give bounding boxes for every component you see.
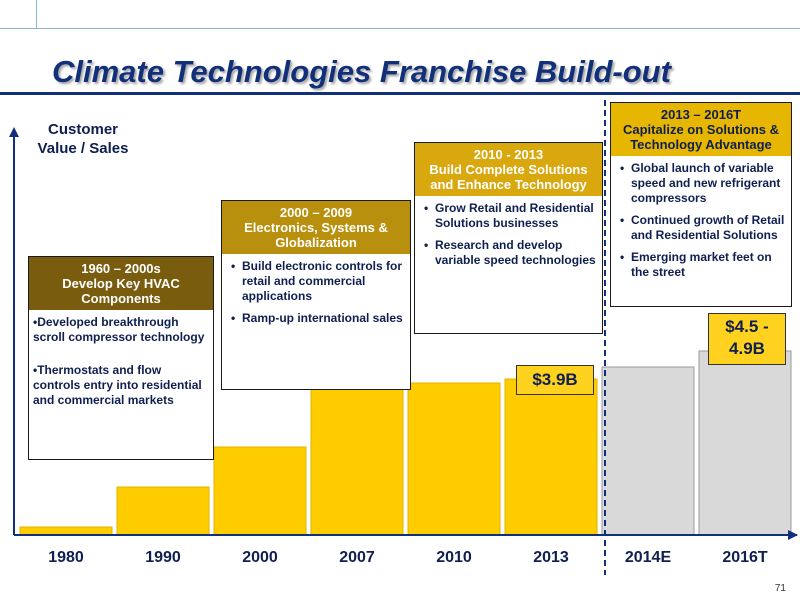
- title-underline: [0, 92, 800, 95]
- y-axis-label: Customer Value / Sales: [18, 120, 148, 158]
- x-tick-label: 1980: [48, 549, 84, 566]
- phase-1-bullet: •Thermostats and flow controls entry int…: [33, 363, 202, 407]
- phase-2-bullet: Build electronic controls for retail and…: [228, 259, 404, 304]
- bar-1990: [116, 486, 210, 536]
- x-tick-label: 1990: [145, 549, 181, 566]
- page-title: Climate Technologies Franchise Build-out: [52, 54, 671, 89]
- bar-1980: [19, 526, 113, 536]
- callout-2016-line2: 4.9B: [729, 339, 765, 358]
- bar-chart: 1980 1990 2000 2007 2010 2013 2014E 2016T: [9, 100, 798, 575]
- phase-2-period: 2000 – 2009: [279, 205, 353, 220]
- bar-2010: [407, 382, 501, 536]
- header-rule: [0, 28, 800, 29]
- phase-4-bullet: Continued growth of Retail and Residenti…: [617, 213, 785, 243]
- phase-3-period: 2010 - 2013: [473, 147, 544, 162]
- y-axis-label-line2: Value / Sales: [37, 140, 129, 157]
- phase-4-title-line1: Capitalize on Solutions &: [622, 122, 779, 137]
- phase-header-2: 2000 – 2009 Electronics, Systems & Globa…: [222, 201, 410, 254]
- phase-3-title-line2: and Enhance Technology: [430, 177, 587, 192]
- phase-2-bullet: Ramp-up international sales: [228, 311, 404, 326]
- phase-3-title-line1: Build Complete Solutions: [429, 162, 588, 177]
- bar-2000: [213, 446, 307, 536]
- phase-2-title-line2: Globalization: [275, 235, 357, 250]
- phase-box-1960-2000s: 1960 – 2000s Develop Key HVAC Components…: [28, 256, 214, 460]
- phase-4-bullet: Emerging market feet on the street: [617, 250, 785, 280]
- phase-1-period: 1960 – 2000s: [81, 261, 161, 276]
- phase-4-bullet: Global launch of variable speed and new …: [617, 161, 785, 206]
- phase-1-bullet: •Developed breakthrough scroll compresso…: [33, 315, 205, 344]
- header-accent-line: [36, 0, 37, 28]
- phase-header-3: 2010 - 2013 Build Complete Solutions and…: [415, 143, 602, 196]
- x-tick-label: 2010: [436, 549, 472, 566]
- bar-2014E: [601, 366, 695, 536]
- phase-4-period: 2013 – 2016T: [660, 107, 742, 122]
- x-tick-label: 2016T: [722, 549, 768, 566]
- bar-2013: [504, 378, 598, 536]
- phase-box-2000-2009: 2000 – 2009 Electronics, Systems & Globa…: [221, 200, 411, 390]
- phase-header-1: 1960 – 2000s Develop Key HVAC Components: [29, 257, 213, 310]
- phase-1-title-line2: Components: [81, 291, 161, 306]
- phase-header-4: 2013 – 2016T Capitalize on Solutions & T…: [611, 103, 791, 156]
- page-number: 71: [774, 583, 786, 594]
- phase-2-title-line1: Electronics, Systems &: [244, 220, 388, 235]
- callout-2016-line1: $4.5 -: [725, 317, 769, 336]
- x-tick-label: 2000: [242, 549, 278, 566]
- phase-3-bullet: Grow Retail and Residential Solutions bu…: [421, 201, 596, 231]
- phase-1-title-line1: Develop Key HVAC: [62, 276, 180, 291]
- y-axis-arrow: [9, 127, 19, 137]
- y-axis-label-line1: Customer: [47, 121, 118, 138]
- bar-2007: [310, 386, 404, 536]
- x-tick-label: 2013: [533, 549, 569, 566]
- phase-box-2010-2013: 2010 - 2013 Build Complete Solutions and…: [414, 142, 603, 334]
- phase-box-2013-2016T: 2013 – 2016T Capitalize on Solutions & T…: [610, 102, 792, 307]
- bar-2016T: [698, 350, 792, 536]
- phase-4-title-line2: Technology Advantage: [630, 137, 772, 152]
- callout-2013-value: $3.9B: [516, 365, 594, 395]
- phase-3-bullet: Research and develop variable speed tech…: [421, 238, 596, 268]
- x-tick-label: 2007: [339, 549, 375, 566]
- callout-2013-text: $3.9B: [532, 370, 578, 389]
- callout-2016-value: $4.5 - 4.9B: [708, 313, 786, 365]
- x-axis-arrow: [788, 530, 798, 540]
- x-tick-label: 2014E: [625, 549, 672, 566]
